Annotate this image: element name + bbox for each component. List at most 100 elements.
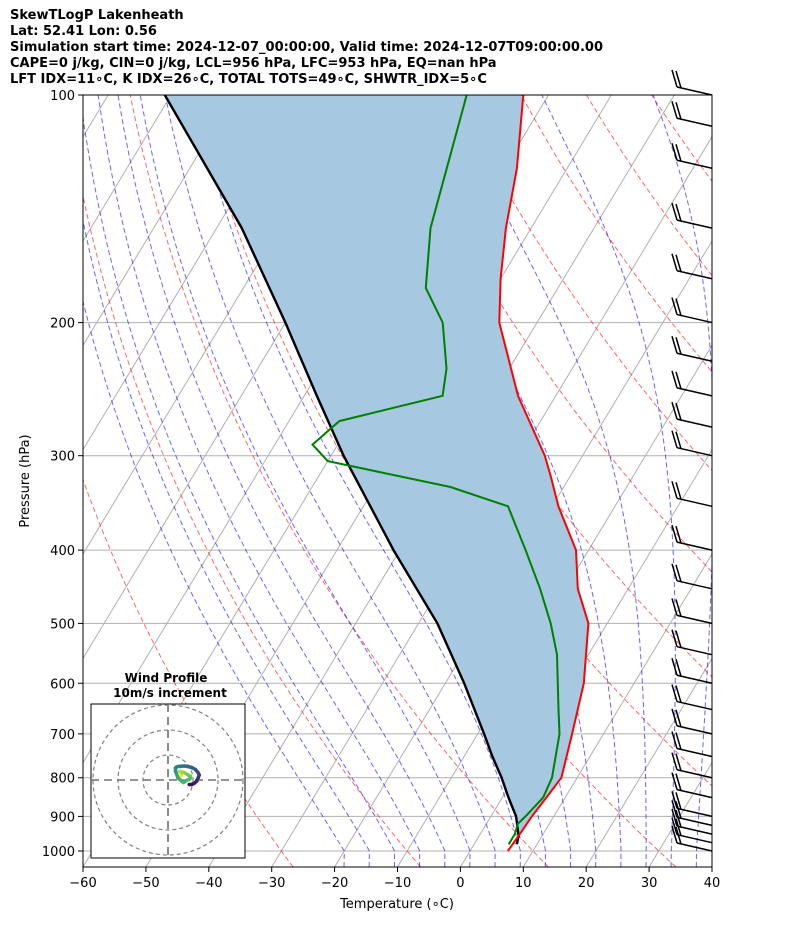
y-tick-label: 900	[50, 810, 75, 825]
wind-barb	[676, 387, 713, 397]
wind-barb-flag	[675, 801, 682, 819]
wind-barb	[676, 313, 713, 324]
wind-barb-flag	[671, 708, 678, 727]
wind-barb-flag	[675, 564, 682, 583]
isotherm-line	[585, 657, 712, 867]
wind-barb-flag	[671, 825, 678, 844]
wind-barb	[676, 674, 713, 684]
wind-barb	[676, 816, 713, 827]
wind-barb-flag	[675, 659, 682, 677]
wind-barb-flag	[675, 482, 682, 500]
wind-barb-flag	[675, 732, 682, 750]
moist-adiabat	[83, 113, 396, 867]
wind-barb-flag	[671, 401, 678, 420]
x-tick-label: −20	[321, 876, 348, 891]
wind-barb	[676, 270, 713, 280]
x-tick-label: 40	[704, 876, 721, 891]
wind-barb	[676, 747, 713, 758]
dry-adiabat	[83, 193, 422, 867]
wind-barb	[676, 842, 713, 852]
wind-barb	[676, 219, 713, 229]
wind-barb-flag	[675, 685, 682, 703]
wind-barb	[676, 117, 713, 128]
x-tick-label: −50	[132, 876, 159, 891]
inset-frame	[90, 703, 246, 859]
dry-adiabat	[129, 95, 549, 867]
dry-adiabat	[651, 95, 712, 182]
isotherm-line	[334, 240, 712, 867]
title-cape: CAPE=0 j/kg, CIN=0 j/kg, LCL=956 hPa, LF…	[10, 56, 497, 71]
wind-barb	[676, 700, 713, 711]
dry-adiabat	[717, 95, 794, 867]
wind-barb	[676, 725, 713, 735]
moist-adiabat	[652, 95, 712, 867]
dry-adiabat	[455, 95, 712, 472]
wind-barb-flag	[671, 297, 678, 315]
hodograph-inset: Wind Profile 10m/s increment	[90, 671, 246, 859]
wind-barb-flag	[671, 629, 678, 647]
wind-barb-flag	[675, 337, 682, 355]
y-tick-label: 800	[50, 772, 75, 787]
wind-barb-flag	[671, 808, 678, 827]
x-tick-label: 0	[456, 876, 464, 891]
moist-adiabat	[448, 95, 647, 867]
wind-barb-flag	[675, 431, 682, 449]
cape-cin-shading	[164, 95, 589, 845]
moist-adiabat	[97, 95, 421, 867]
wind-barb	[676, 580, 713, 590]
wind-barb-flag	[671, 752, 678, 770]
x-tick-label: 20	[578, 876, 595, 891]
chart-header: SkewTLogP Lakenheath Lat: 52.41 Lon: 0.5…	[10, 8, 603, 88]
wind-barb-flag	[675, 525, 682, 544]
wind-barb	[676, 614, 713, 625]
wind-barb-flag	[671, 772, 678, 790]
isotherm-line	[83, 95, 298, 451]
title-indices: LFT IDX=11∘C, K IDX=26∘C, TOTAL TOTS=49∘…	[10, 72, 487, 87]
wind-barb-flag	[675, 254, 682, 272]
wind-barb	[676, 768, 713, 779]
wind-barb	[676, 833, 713, 844]
wind-barb	[676, 541, 713, 551]
isotherm-line	[522, 553, 712, 867]
wind-barb-flag	[675, 402, 682, 421]
wind-barb-flag	[671, 253, 678, 271]
wind-barbs	[671, 69, 713, 852]
isotherm-line	[83, 95, 235, 347]
wind-barb-flag	[671, 800, 678, 818]
wind-barb-flag	[675, 203, 682, 222]
y-tick-label: 600	[50, 677, 75, 692]
title-times: Simulation start time: 2024-12-07_00:00:…	[10, 40, 603, 55]
isotherm-line	[83, 95, 172, 243]
dewpoint-line	[311, 95, 561, 845]
wind-barb	[676, 352, 713, 362]
dry-adiabat	[390, 95, 712, 573]
title-station: SkewTLogP Lakenheath	[10, 8, 184, 23]
dry-adiabat	[782, 95, 794, 867]
wind-barb-flag	[671, 481, 678, 499]
wind-barb-flag	[671, 143, 678, 161]
wind-barb	[676, 788, 713, 799]
x-tick-label: −30	[258, 876, 285, 891]
wind-barb-flag	[671, 563, 678, 582]
wind-barb-flag	[671, 202, 678, 221]
inset-content	[91, 704, 245, 858]
wind-barb	[676, 825, 713, 835]
y-tick-label: 200	[50, 317, 75, 332]
x-axis-label: Temperature (∘C)	[339, 897, 454, 912]
wind-barb-flag	[671, 731, 678, 749]
moist-adiabat	[193, 95, 521, 867]
moist-adiabat	[83, 299, 345, 867]
wind-barb-flag	[671, 430, 678, 448]
wind-barb-flag	[675, 809, 682, 828]
wind-barb-flag	[675, 371, 682, 390]
wind-barb-flag	[675, 144, 682, 162]
wind-barb	[676, 159, 713, 169]
x-tick-label: 30	[641, 876, 658, 891]
wind-barb-flag	[671, 524, 678, 543]
temperature-line	[498, 95, 590, 852]
moist-adiabat	[373, 95, 622, 867]
wind-barb-flag	[675, 709, 682, 728]
moist-adiabat	[117, 95, 446, 867]
inset-title: Wind Profile	[125, 671, 208, 685]
